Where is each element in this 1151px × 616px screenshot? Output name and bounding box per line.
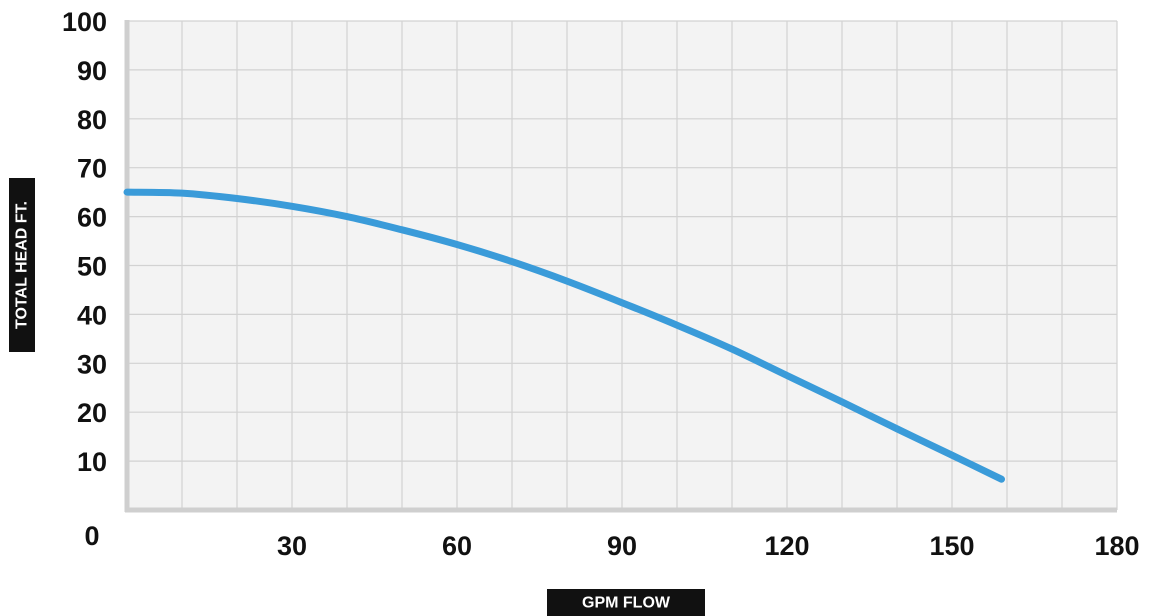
- x-axis-title: GPM FLOW: [547, 589, 705, 616]
- y-tick-label: 80: [77, 105, 107, 135]
- series-line: [123, 188, 1005, 483]
- series-group: [123, 188, 1005, 483]
- y-tick-label: 70: [77, 154, 107, 184]
- x-axis-title-text: GPM FLOW: [582, 595, 671, 612]
- y-axis-title-background: [9, 178, 35, 352]
- axes: [124, 20, 1117, 513]
- y-tick-label: 60: [77, 203, 107, 233]
- y-tick-label: 10: [77, 447, 107, 477]
- x-tick-labels: 30 60 90 120 150 180: [277, 531, 1140, 561]
- x-axis-title-background: [547, 589, 705, 616]
- x-tick-label: 120: [764, 531, 809, 561]
- x-tick-label: 150: [929, 531, 974, 561]
- y-tick-labels: 100 90 80 70 60 50 40 30 20 10: [62, 7, 107, 477]
- x-tick-label: 90: [607, 531, 637, 561]
- y-tick-label: 20: [77, 398, 107, 428]
- y-tick-label: 50: [77, 252, 107, 282]
- origin-label: 0: [84, 521, 99, 551]
- y-axis-title-text: TOTAL HEAD FT.: [14, 201, 31, 329]
- y-tick-label: 100: [62, 7, 107, 37]
- x-tick-label: 30: [277, 531, 307, 561]
- y-tick-label: 40: [77, 300, 107, 330]
- y-axis-title: TOTAL HEAD FT.: [9, 178, 35, 352]
- x-tick-label: 180: [1094, 531, 1139, 561]
- x-tick-label: 60: [442, 531, 472, 561]
- y-tick-label: 30: [77, 349, 107, 379]
- y-tick-label: 90: [77, 56, 107, 86]
- grid-lines: [127, 20, 1118, 510]
